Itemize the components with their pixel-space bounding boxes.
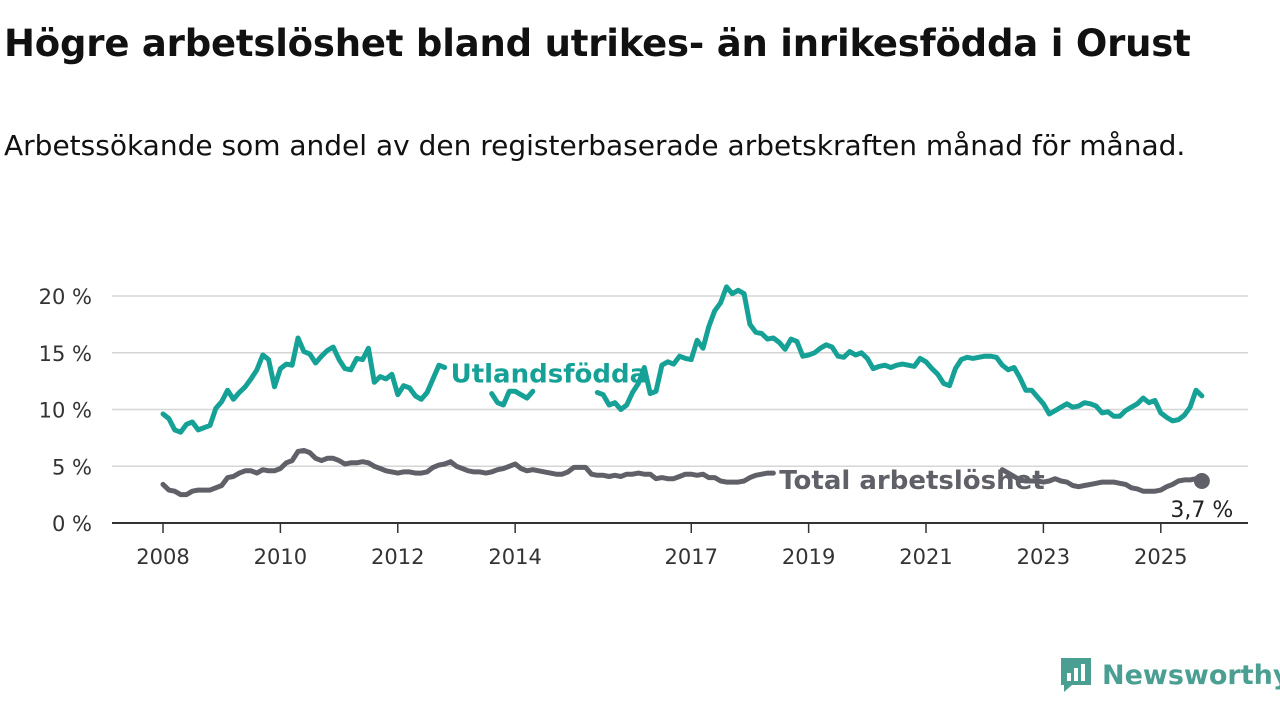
x-tick-label: 2012 — [371, 545, 424, 569]
series-line-total — [160, 447, 1205, 498]
y-tick-label: 5 % — [52, 455, 92, 479]
series-lines — [160, 284, 1205, 498]
y-tick-label: 15 % — [39, 342, 92, 366]
newsworthy-logo[interactable]: Newsworthy — [1058, 655, 1280, 695]
x-tick-label: 2021 — [899, 545, 952, 569]
y-tick-label: 0 % — [52, 512, 92, 536]
x-axis-ticks: 2008 2010 2012 2014 2017 2019 2021 2023 2025 — [136, 523, 1188, 569]
x-tick-label: 2010 — [254, 545, 307, 569]
chart-title: Högre arbetslöshet bland utrikes- än inr… — [4, 22, 1191, 65]
x-tick-label: 2023 — [1017, 545, 1070, 569]
series-labels: Utlandsfödda Total arbetslöshet — [451, 359, 1045, 496]
end-point-marker — [1193, 473, 1210, 490]
series-label-utlandsfodda: Utlandsfödda — [451, 359, 648, 389]
brand-name: Newsworthy — [1102, 659, 1280, 691]
series-line-utlandsfodda — [160, 284, 1205, 435]
chart-subtitle: Arbetssökande som andel av den registerb… — [4, 129, 1186, 162]
x-tick-label: 2014 — [488, 545, 541, 569]
x-tick-label: 2019 — [782, 545, 835, 569]
series-label-total: Total arbetslöshet — [779, 466, 1044, 496]
x-tick-label: 2025 — [1134, 545, 1187, 569]
y-tick-label: 10 % — [39, 399, 92, 423]
y-tick-label: 20 % — [39, 285, 92, 309]
newsworthy-chart-bubble-icon — [1061, 658, 1091, 692]
y-axis-ticks: 0 % 5 % 10 % 15 % 20 % — [39, 285, 92, 536]
x-tick-label: 2008 — [136, 545, 189, 569]
end-value-label: 3,7 % — [1170, 498, 1233, 523]
x-tick-label: 2017 — [665, 545, 718, 569]
